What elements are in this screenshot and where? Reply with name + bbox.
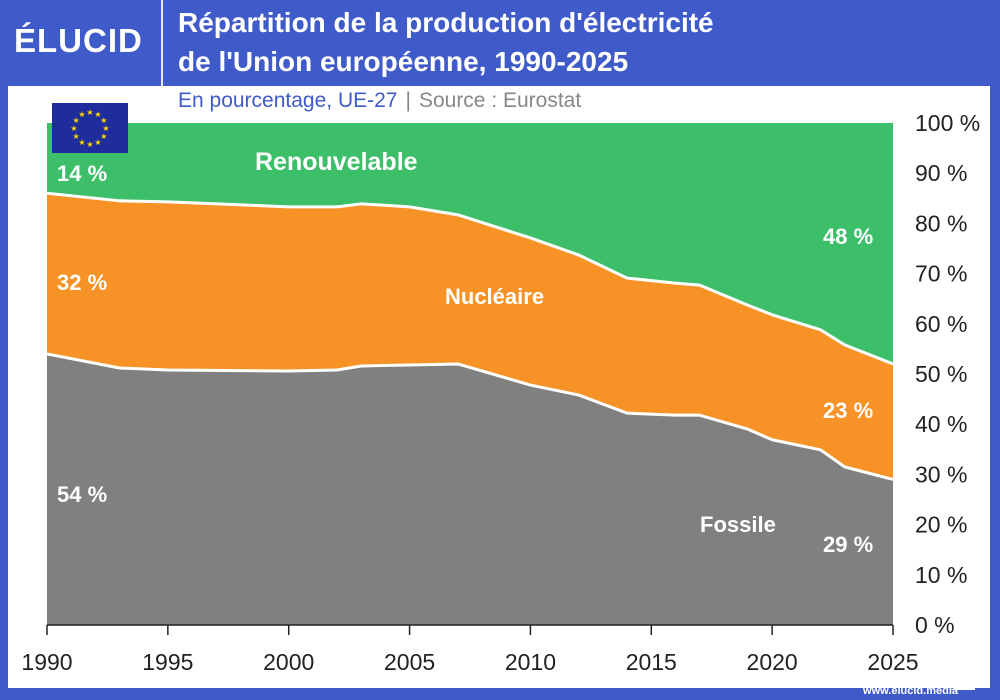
flag-star: ★ bbox=[100, 132, 107, 141]
y-tick-label: 60 % bbox=[915, 311, 967, 337]
elucid-logo: ÉLUCID bbox=[14, 22, 143, 59]
flag-star: ★ bbox=[73, 116, 80, 125]
y-tick-label: 30 % bbox=[915, 461, 967, 487]
fossil-end-label: 29 % bbox=[823, 532, 873, 557]
flag-star: ★ bbox=[94, 138, 101, 147]
chart-title-line1: Répartition de la production d'électrici… bbox=[178, 7, 714, 38]
y-tick-label: 70 % bbox=[915, 261, 967, 287]
flag-star: ★ bbox=[70, 124, 77, 133]
flag-star: ★ bbox=[78, 110, 85, 119]
renew-start-label: 14 % bbox=[57, 161, 107, 186]
y-tick-label: 50 % bbox=[915, 361, 967, 387]
nuclear-end-label: 23 % bbox=[823, 398, 873, 423]
y-tick-label: 0 % bbox=[915, 612, 955, 638]
x-tick-label: 2020 bbox=[747, 649, 798, 675]
flag-star: ★ bbox=[86, 108, 93, 117]
area-renouvelable bbox=[47, 123, 893, 364]
source-text: Source : Eurostat bbox=[418, 89, 582, 112]
fossil-start-label: 54 % bbox=[57, 482, 107, 507]
x-tick-label: 1995 bbox=[142, 649, 193, 675]
flag-star: ★ bbox=[100, 116, 107, 125]
x-tick-label: 2010 bbox=[505, 649, 556, 675]
header-divider bbox=[161, 0, 163, 86]
x-tick-label: 2015 bbox=[626, 649, 677, 675]
subtitle-separator: | bbox=[405, 89, 411, 112]
y-tick-label: 10 % bbox=[915, 562, 967, 588]
y-tick-label: 100 % bbox=[915, 110, 980, 136]
boundary-line-nucleaire bbox=[46, 191, 894, 366]
flag-star: ★ bbox=[102, 124, 109, 133]
series-label-fossile: Fossile bbox=[700, 512, 776, 537]
eu-flag-icon: ★ ★★★★★★★★★★★ bbox=[52, 103, 128, 153]
subtitle-text: En pourcentage, UE-27 bbox=[178, 89, 398, 112]
flag-star: ★ bbox=[78, 138, 85, 147]
y-tick-label: 20 % bbox=[915, 512, 967, 538]
area-fossile bbox=[47, 353, 893, 625]
boundary-line-fossile bbox=[46, 352, 894, 481]
footer-url: www.elucid.media bbox=[863, 685, 958, 697]
flag-star: ★ bbox=[86, 140, 93, 149]
x-tick-label: 2000 bbox=[263, 649, 314, 675]
y-tick-label: 90 % bbox=[915, 160, 967, 186]
y-tick-label: 80 % bbox=[915, 210, 967, 236]
chart-title-line2: de l'Union européenne, 1990-2025 bbox=[178, 46, 629, 77]
series-label-nucleaire: Nucléaire bbox=[445, 284, 544, 309]
flag-star: ★ bbox=[94, 110, 101, 119]
nuclear-start-label: 32 % bbox=[57, 270, 107, 295]
x-tick-label: 2005 bbox=[384, 649, 435, 675]
flag-star: ★ bbox=[73, 132, 80, 141]
footer-logo-mark bbox=[950, 678, 975, 690]
x-tick-label: 2025 bbox=[867, 649, 918, 675]
area-nucleaire bbox=[47, 193, 893, 480]
series-label-renouvelable: Renouvelable bbox=[255, 148, 418, 176]
renew-end-label: 48 % bbox=[823, 224, 873, 249]
x-tick-label: 1990 bbox=[21, 649, 72, 675]
chart-subtitle: En pourcentage, UE-27 | Source : Eurostat bbox=[178, 89, 581, 113]
y-tick-label: 40 % bbox=[915, 411, 967, 437]
